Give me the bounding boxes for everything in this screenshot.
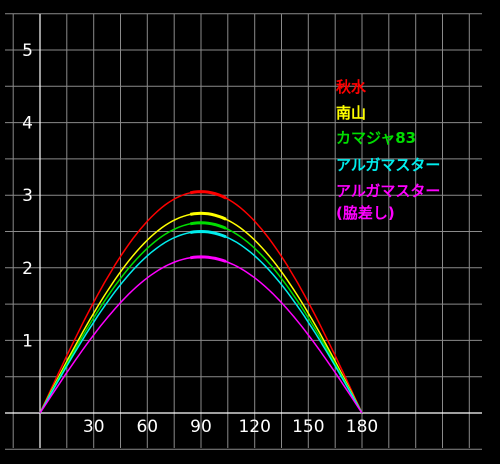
- y-tick-label: 4: [22, 114, 33, 134]
- legend-entry-5: アルガマスター: [336, 182, 440, 200]
- series-peak-2: [190, 211, 227, 221]
- x-tick-label: 150: [292, 417, 324, 437]
- series-peak-5: [190, 255, 227, 263]
- series-lines: [39, 190, 363, 414]
- axes: [5, 14, 482, 448]
- y-tick-label: 2: [22, 259, 33, 279]
- y-tick-label: 5: [22, 41, 33, 61]
- series-peak-4: [190, 229, 227, 239]
- legend-entry-2: 南山: [336, 104, 366, 122]
- legend-entry-3: カマジャ83: [336, 129, 416, 147]
- x-tick-label: 30: [83, 417, 105, 437]
- x-tick-label: 60: [136, 417, 158, 437]
- x-tick-label: 90: [190, 417, 212, 437]
- tick-labels: 30 60 90 120 150 180 1 2 3 4 5: [22, 41, 378, 437]
- legend-entry-4: アルガマスター: [336, 156, 440, 174]
- y-tick-label: 3: [22, 186, 33, 206]
- x-tick-label: 180: [346, 417, 378, 437]
- legend-entry-1: 秋水: [336, 78, 367, 96]
- y-tick-label: 1: [22, 331, 33, 351]
- legend-entry-5-subtitle: (脇差し): [336, 204, 395, 222]
- series-peak-3: [190, 221, 227, 230]
- series-peak-1: [190, 190, 227, 200]
- x-tick-label: 120: [238, 417, 270, 437]
